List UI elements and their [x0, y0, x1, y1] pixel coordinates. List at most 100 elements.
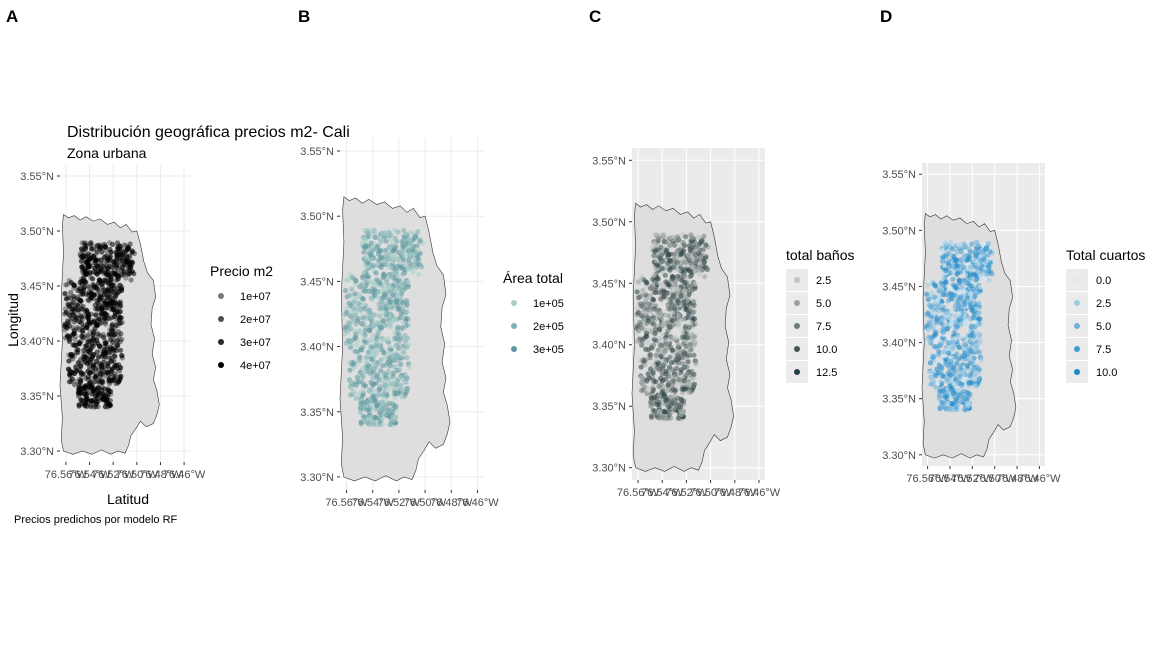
data-point	[662, 409, 669, 415]
data-point	[941, 349, 947, 355]
data-point	[681, 398, 687, 404]
data-point	[663, 341, 669, 347]
data-point	[947, 330, 954, 336]
data-point	[634, 289, 640, 295]
data-point	[989, 271, 995, 277]
legend: Área total 1e+05 2e+05 3e+05	[503, 270, 564, 356]
data-point	[63, 309, 69, 315]
data-point	[409, 246, 415, 253]
data-point	[654, 356, 660, 363]
data-point	[85, 315, 91, 322]
data-point	[88, 404, 94, 410]
data-point	[80, 371, 86, 377]
data-point	[87, 328, 93, 335]
data-point	[962, 272, 969, 278]
data-point	[83, 240, 89, 246]
data-point	[98, 257, 104, 263]
data-point	[117, 309, 123, 315]
data-point	[116, 242, 122, 248]
data-point	[114, 240, 121, 246]
data-point	[985, 256, 991, 262]
data-point	[942, 279, 949, 286]
data-point	[85, 283, 91, 289]
data-point	[68, 289, 74, 296]
data-point	[115, 380, 121, 386]
data-point	[374, 243, 381, 249]
data-point	[674, 401, 680, 407]
data-point	[398, 352, 404, 358]
data-point	[686, 243, 693, 249]
data-point	[358, 281, 365, 287]
data-point	[387, 362, 393, 368]
data-point	[682, 279, 688, 286]
data-point	[955, 263, 961, 269]
data-point	[686, 389, 692, 395]
data-point	[379, 378, 386, 384]
data-point	[81, 347, 87, 353]
data-point	[369, 256, 375, 262]
data-point	[75, 325, 81, 331]
data-point	[373, 415, 379, 421]
data-point	[83, 396, 89, 402]
x-tick-label: 76.54°W	[929, 473, 972, 485]
data-point	[667, 242, 673, 248]
data-point	[386, 256, 392, 262]
data-point	[686, 267, 692, 273]
data-point	[685, 382, 692, 388]
data-point	[956, 310, 963, 317]
data-point	[104, 369, 111, 375]
data-point	[108, 263, 114, 269]
data-point	[661, 393, 667, 400]
data-point	[66, 294, 72, 300]
data-point	[367, 421, 373, 427]
data-point	[667, 267, 673, 273]
y-tick-label: 3.45°N	[592, 278, 626, 290]
data-point	[978, 265, 984, 271]
data-point	[961, 345, 967, 351]
data-point	[976, 300, 982, 306]
data-point	[395, 326, 401, 332]
data-point	[359, 240, 366, 246]
data-point	[387, 344, 393, 350]
data-point	[937, 342, 943, 349]
data-point	[86, 339, 92, 345]
data-point	[676, 275, 682, 281]
data-point	[945, 310, 951, 316]
data-point	[662, 272, 669, 278]
data-point	[360, 393, 366, 399]
x-tick-label: 76.48°W	[430, 497, 473, 509]
data-point	[361, 249, 367, 255]
data-point	[88, 246, 95, 252]
data-point	[968, 276, 974, 282]
x-tick-label: 76.46°W	[1018, 473, 1061, 485]
data-point	[392, 377, 398, 383]
data-point	[368, 252, 374, 258]
data-point	[969, 337, 975, 343]
data-point	[660, 384, 667, 390]
data-point	[650, 370, 656, 376]
data-point	[108, 276, 114, 282]
data-point	[109, 264, 115, 270]
data-point	[90, 337, 96, 344]
y-tick-label: 3.35°N	[592, 401, 626, 413]
data-point	[85, 338, 91, 344]
data-point	[92, 318, 98, 324]
data-point	[928, 381, 934, 387]
data-point	[953, 257, 959, 263]
data-point	[108, 274, 114, 280]
data-point	[948, 358, 954, 364]
data-point	[941, 373, 947, 379]
data-point	[378, 238, 384, 244]
data-point	[113, 380, 119, 386]
data-point	[111, 267, 117, 273]
data-point	[107, 254, 113, 260]
data-point	[379, 399, 385, 405]
data-point	[372, 293, 378, 299]
data-point	[934, 315, 941, 322]
data-point	[110, 306, 116, 312]
data-point	[388, 265, 394, 271]
data-point	[644, 305, 651, 311]
legend-swatch	[511, 323, 517, 329]
data-point	[658, 314, 664, 320]
data-point	[92, 375, 99, 381]
